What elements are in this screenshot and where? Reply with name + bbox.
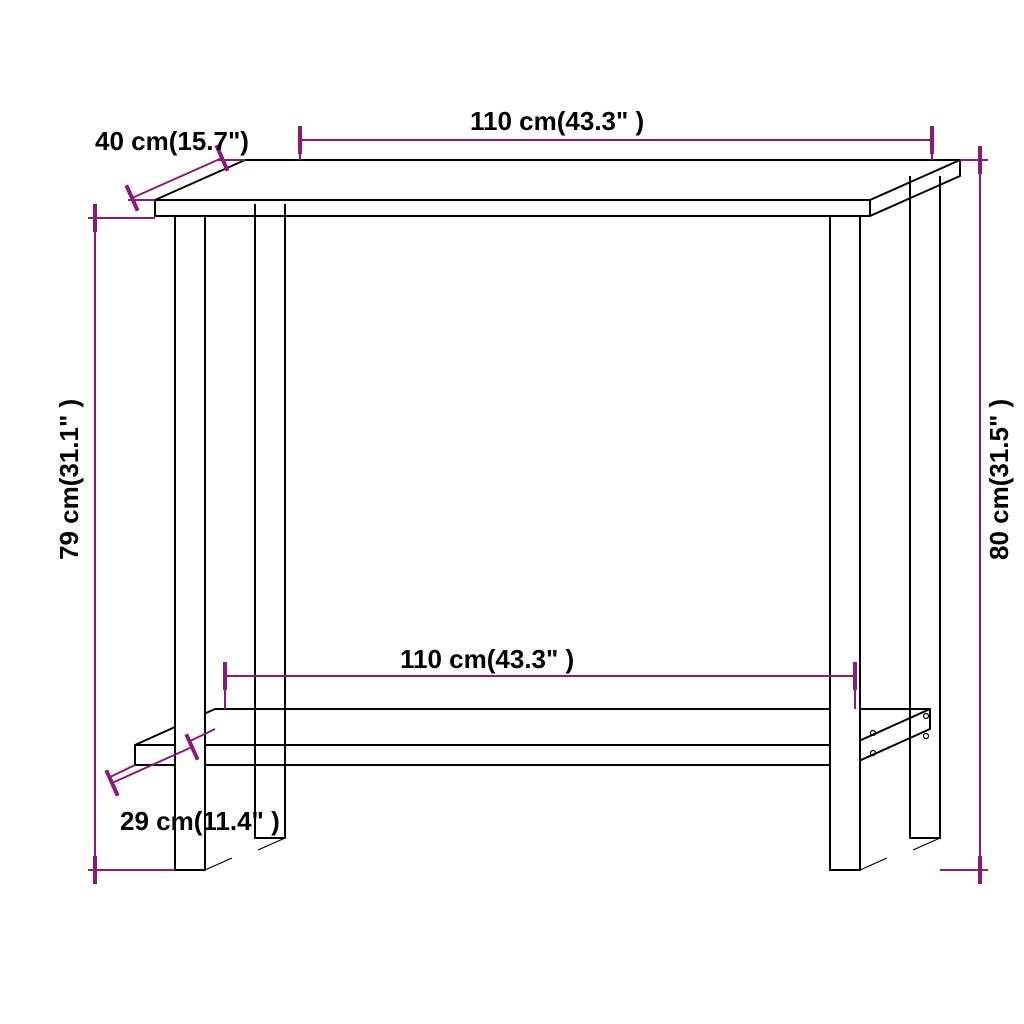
tabletop-top-face (155, 160, 960, 200)
label-height-right: 80 cm(31.5" ) (984, 399, 1014, 560)
leg-foot-edges-right (860, 838, 940, 870)
shelf-front-edge (135, 745, 850, 765)
shelf-right-edge (850, 709, 930, 765)
screw-hole (924, 714, 929, 719)
dim-top-depth-line (132, 158, 222, 198)
label-shelf-width: 110 cm(43.3" ) (400, 644, 574, 674)
table-dimension-diagram: 40 cm(15.7") 110 cm(43.3" ) 110 cm(43.3"… (0, 0, 1024, 1024)
screw-hole (924, 734, 929, 739)
label-top-width: 110 cm(43.3" ) (470, 106, 644, 136)
label-height-left: 79 cm(31.1" ) (54, 399, 84, 560)
label-shelf-depth: 29 cm(11.4" ) (120, 806, 280, 836)
label-top-depth: 40 cm(15.7") (95, 126, 249, 156)
tabletop-right-edge (870, 160, 960, 216)
leg-back-left (255, 204, 285, 838)
tabletop-front-edge (155, 200, 870, 216)
occlusion-masks (175, 216, 860, 870)
leg-foot-edges-left (205, 838, 285, 870)
